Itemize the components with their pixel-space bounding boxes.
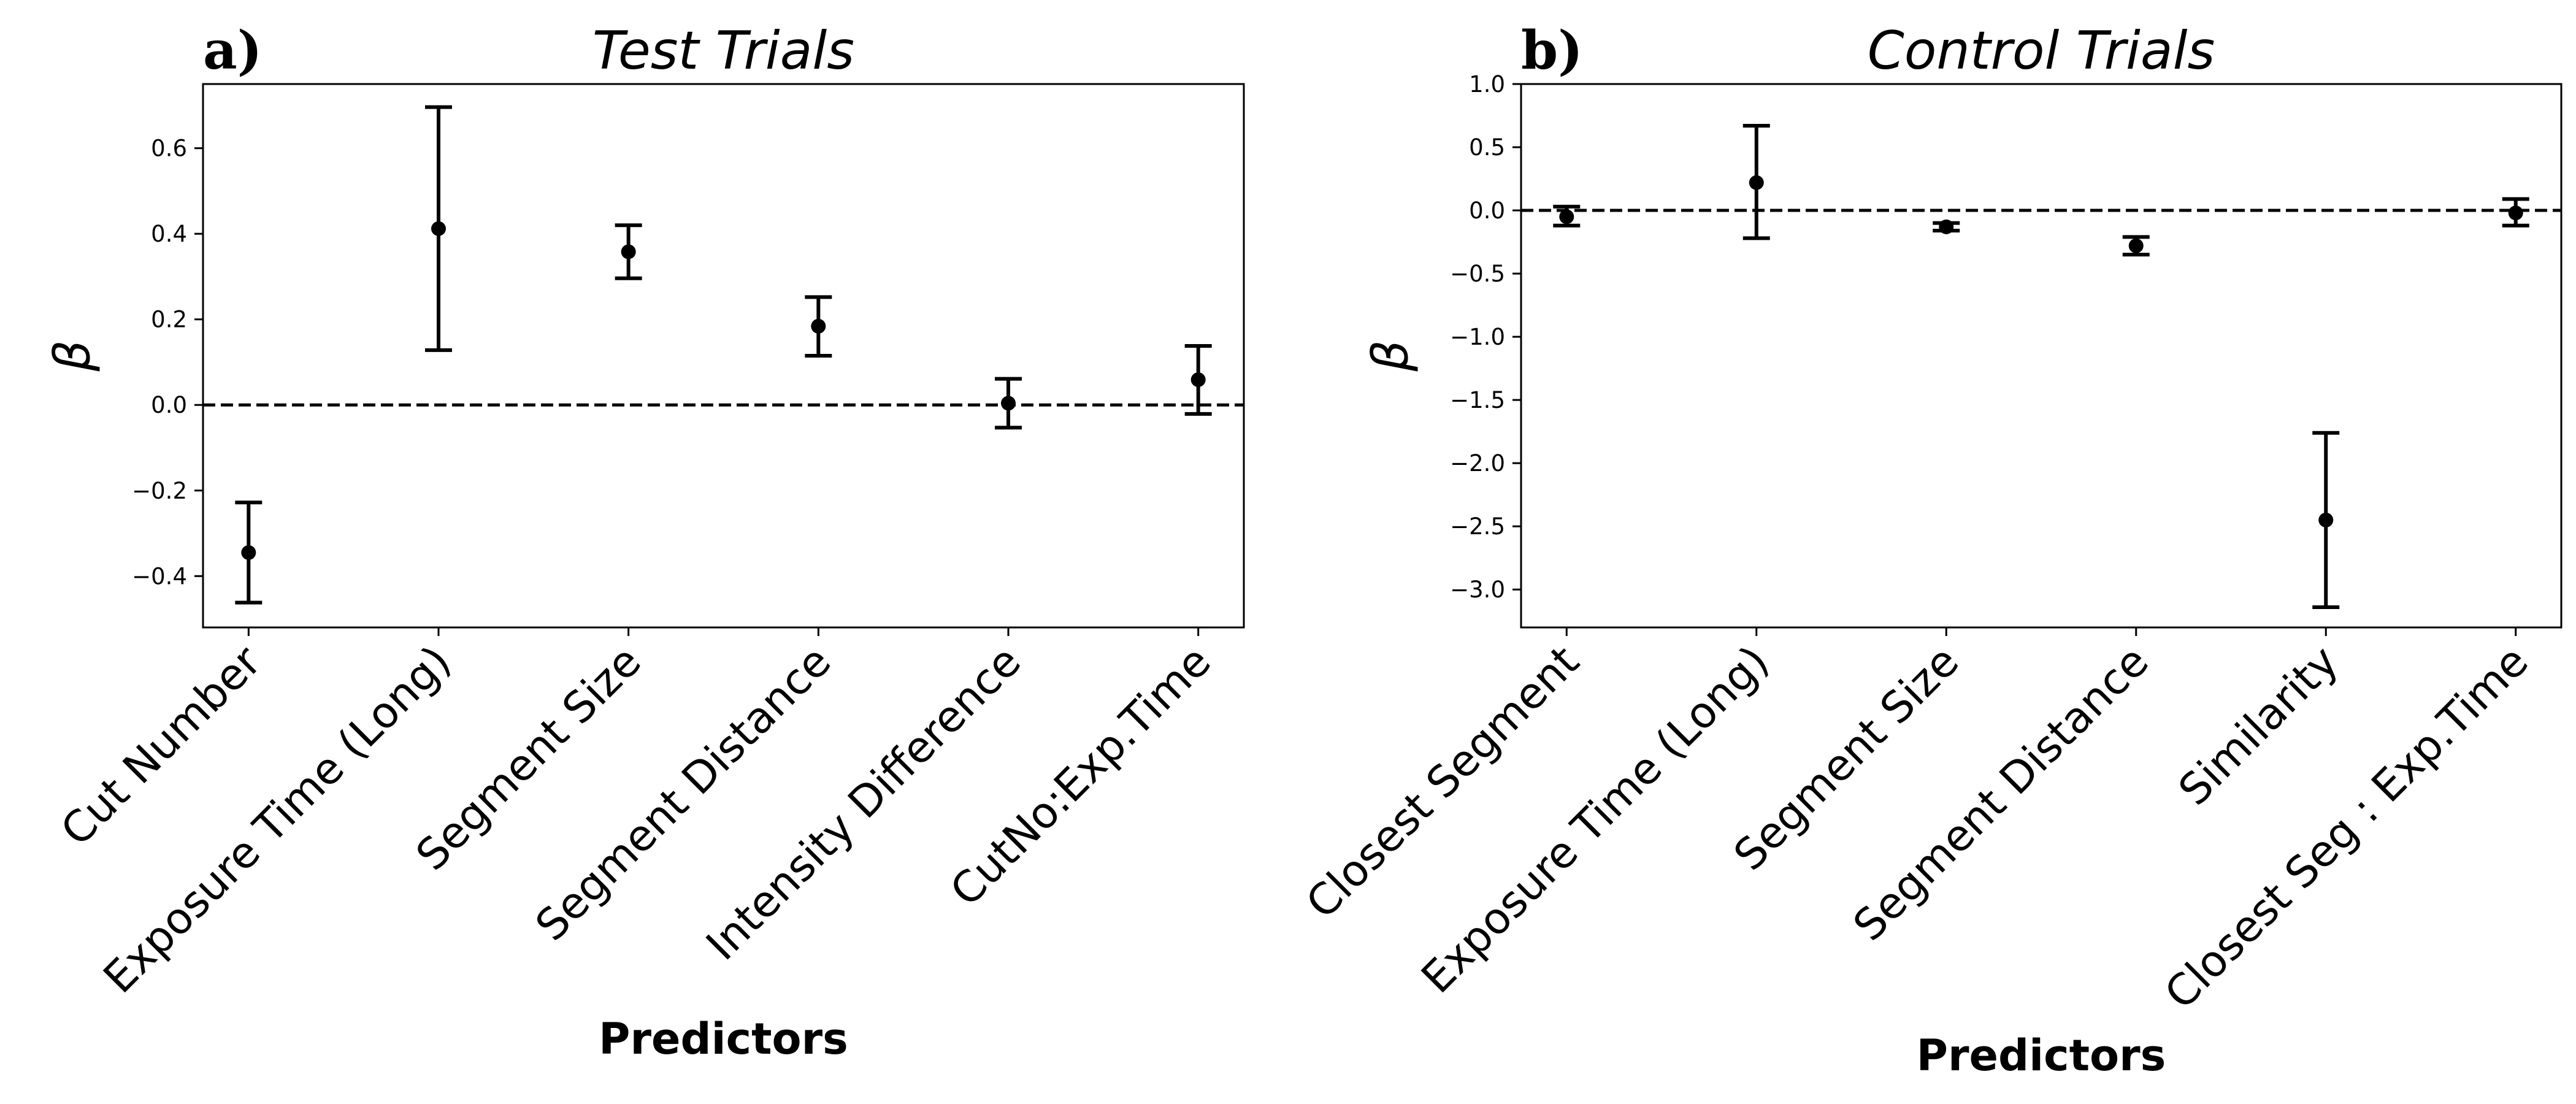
x-tick-label: Closest Seg : Exp.Time [2155, 636, 2538, 1019]
y-tick-label: 0.6 [151, 136, 187, 162]
panel-b: −3.0 −2.5 −2.0 −1.5 −1.0 −0.5 0.0 0.5 1.0 Closest… [1297, 20, 2563, 1081]
data-point [621, 244, 636, 259]
data-point [1001, 396, 1016, 411]
data-point [2128, 238, 2144, 253]
data-point [241, 545, 256, 560]
panel-label: b) [1521, 20, 1583, 82]
panel-label: a) [203, 20, 262, 82]
y-tick-label: 1.0 [1469, 71, 1505, 98]
x-tick-label: Similarity [2169, 636, 2348, 815]
data-point [2508, 205, 2523, 221]
y-tick-label: −0.5 [1450, 261, 1505, 287]
chart-title: Control Trials [1868, 20, 2215, 82]
data-point [811, 318, 826, 334]
data-point [2318, 512, 2334, 527]
y-tick-label: 0.4 [151, 221, 187, 247]
x-tick-label: Exposure Time (Long) [94, 636, 461, 1003]
axes-frame [202, 83, 1245, 629]
y-tick-label: −3.0 [1450, 577, 1505, 603]
y-tick-label: −1.0 [1450, 324, 1505, 350]
x-tick-label: Intensity Difference [697, 636, 1030, 970]
y-axis-label: β [44, 340, 101, 372]
y-tick-label: 0.0 [151, 392, 187, 418]
y-tick-label: −1.5 [1450, 387, 1505, 413]
data-point [1190, 372, 1206, 388]
x-axis-label: Predictors [1917, 1030, 2166, 1081]
y-tick-label: 0.0 [1469, 197, 1505, 224]
axes-frame [1520, 83, 2563, 629]
y-tick-label: −0.2 [132, 478, 187, 504]
data-point [1749, 175, 1764, 190]
y-tick-label: −2.0 [1450, 450, 1505, 477]
y-tick-label: 0.2 [151, 307, 187, 333]
data-point [1559, 209, 1574, 224]
data-point [1939, 219, 1954, 234]
x-tick-label: Exposure Time (Long) [1412, 636, 1779, 1003]
y-axis-label: β [1362, 340, 1419, 372]
chart-title: Test Trials [592, 20, 854, 82]
x-axis-label: Predictors [599, 1014, 848, 1064]
y-tick-label: −2.5 [1450, 513, 1505, 540]
y-tick-label: −0.4 [132, 563, 187, 589]
y-tick-label: 0.5 [1469, 134, 1505, 161]
data-point [431, 221, 446, 236]
